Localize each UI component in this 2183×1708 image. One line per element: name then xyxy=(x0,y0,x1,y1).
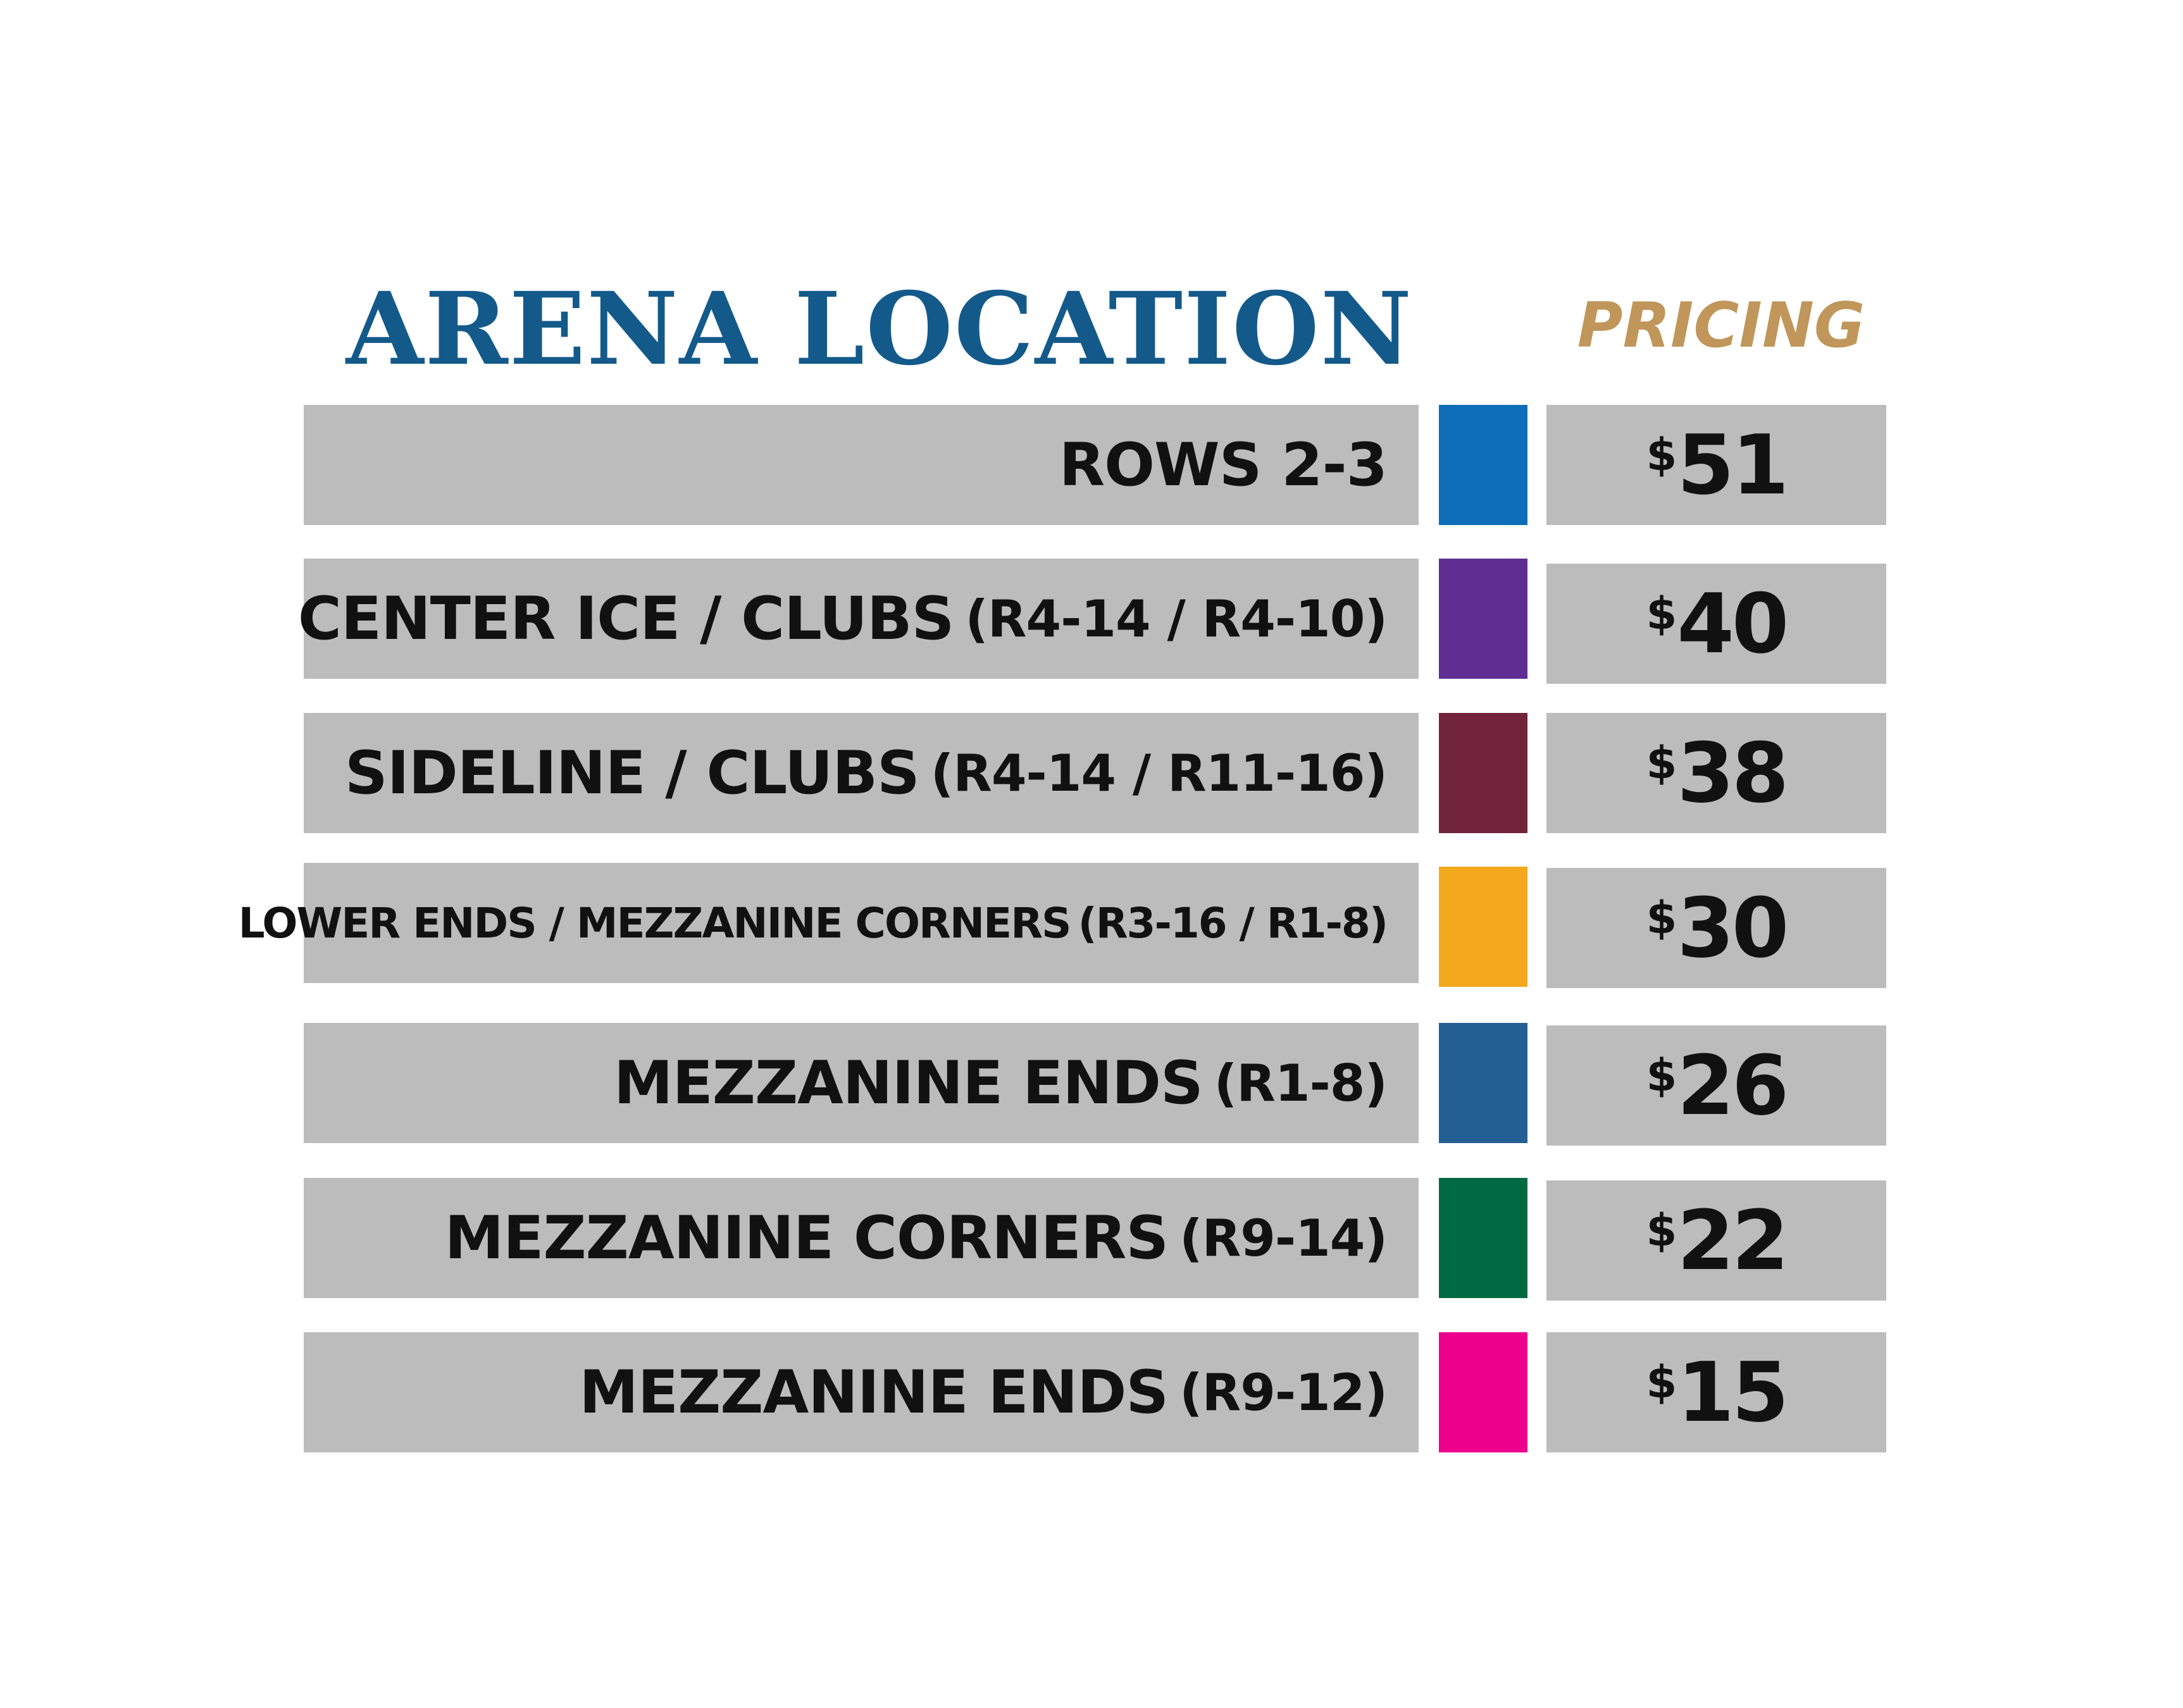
price-value: 40 xyxy=(1677,576,1789,672)
color-swatch xyxy=(1439,405,1527,525)
color-swatch xyxy=(1439,713,1527,833)
location-label: MEZZANINE CORNERS xyxy=(444,1203,1169,1273)
price-value: 22 xyxy=(1677,1192,1789,1289)
location-label: SIDELINE / CLUBS xyxy=(345,738,920,808)
price-value: 15 xyxy=(1677,1344,1789,1440)
color-swatch xyxy=(1439,1023,1527,1143)
price-cell: $ 38 xyxy=(1546,713,1886,833)
location-cell: MEZZANINE CORNERS (R9-14) xyxy=(304,1178,1419,1298)
location-cell: CENTER ICE / CLUBS (R4-14 / R4-10) xyxy=(298,559,1419,679)
arena-location-heading: ARENA LOCATION xyxy=(345,270,1414,388)
currency-symbol: $ xyxy=(1646,1204,1677,1256)
currency-symbol: $ xyxy=(1646,892,1677,944)
pricing-row-mezzanine-ends-r1-8: MEZZANINE ENDS (R1-8) $ 26 xyxy=(0,1023,2183,1146)
location-cell: LOWER ENDS / MEZZANINE CORNERS (R3-16 / … xyxy=(239,863,1419,983)
price-value: 51 xyxy=(1677,417,1789,513)
price-value: 38 xyxy=(1677,725,1789,821)
price-cell: $ 22 xyxy=(1546,1180,1886,1301)
price-value: 26 xyxy=(1677,1037,1789,1134)
pricing-row-sideline: SIDELINE / CLUBS (R4-14 / R11-16) $ 38 xyxy=(0,713,2183,833)
location-label: MEZZANINE ENDS xyxy=(614,1048,1203,1118)
location-detail: (R1-8) xyxy=(1214,1053,1388,1113)
currency-symbol: $ xyxy=(1646,1356,1677,1408)
currency-symbol: $ xyxy=(1646,1049,1677,1101)
currency-symbol: $ xyxy=(1646,588,1677,640)
price-cell: $ 15 xyxy=(1546,1332,1886,1452)
price-cell: $ 26 xyxy=(1546,1025,1886,1146)
pricing-row-center-ice: CENTER ICE / CLUBS (R4-14 / R4-10) $ 40 xyxy=(0,559,2183,684)
price-cell: $ 30 xyxy=(1546,868,1886,988)
location-detail: (R4-14 / R11-16) xyxy=(930,743,1388,803)
location-cell: ROWS 2-3 xyxy=(304,405,1419,525)
location-label: LOWER ENDS / MEZZANINE CORNERS xyxy=(238,898,1072,948)
color-swatch xyxy=(1439,1332,1527,1452)
pricing-row-rows-2-3: ROWS 2-3 $ 51 xyxy=(0,405,2183,525)
location-cell: SIDELINE / CLUBS (R4-14 / R11-16) xyxy=(304,713,1419,833)
location-label: MEZZANINE ENDS xyxy=(579,1358,1169,1427)
color-swatch xyxy=(1439,559,1527,679)
location-cell: MEZZANINE ENDS (R9-12) xyxy=(304,1332,1419,1452)
price-value: 30 xyxy=(1677,880,1789,976)
pricing-row-mezzanine-ends-r9-12: MEZZANINE ENDS (R9-12) $ 15 xyxy=(0,1332,2183,1452)
color-swatch xyxy=(1439,867,1527,987)
color-swatch xyxy=(1439,1178,1527,1298)
location-cell: MEZZANINE ENDS (R1-8) xyxy=(304,1023,1419,1143)
currency-symbol: $ xyxy=(1646,429,1677,481)
price-cell: $ 51 xyxy=(1546,405,1886,525)
location-label: ROWS 2-3 xyxy=(1059,430,1388,500)
price-cell: $ 40 xyxy=(1546,564,1886,684)
currency-symbol: $ xyxy=(1646,737,1677,789)
pricing-row-lower-ends: LOWER ENDS / MEZZANINE CORNERS (R3-16 / … xyxy=(0,863,2183,988)
location-detail: (R9-12) xyxy=(1179,1363,1388,1422)
pricing-heading: PRICING xyxy=(1577,290,1865,362)
location-detail: (R4-14 / R4-10) xyxy=(965,589,1388,648)
location-label: CENTER ICE / CLUBS xyxy=(297,584,954,653)
pricing-row-mezzanine-corners: MEZZANINE CORNERS (R9-14) $ 22 xyxy=(0,1178,2183,1301)
location-detail: (R3-16 / R1-8) xyxy=(1078,898,1388,948)
location-detail: (R9-14) xyxy=(1179,1208,1388,1268)
